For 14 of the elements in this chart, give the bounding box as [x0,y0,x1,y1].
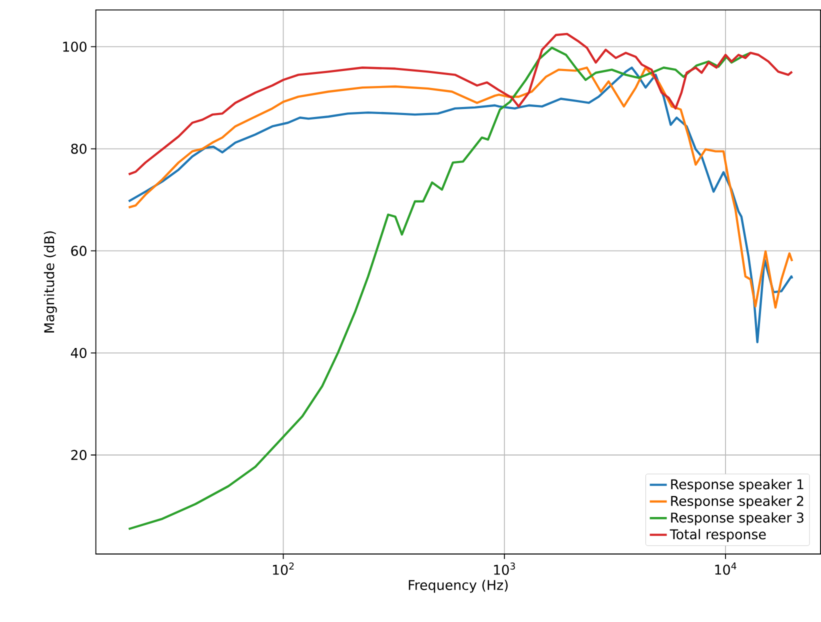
x-tick-label: 10$^{3}$ [494,562,515,575]
y-tick-label: 100 [63,42,86,52]
x-axis-title: Frequency (Hz) [408,580,508,593]
legend-label: Response speaker 1 [671,479,804,492]
x-tick-label: 10$^{2}$ [272,562,294,575]
y-tick-label: 20 [71,450,86,460]
x-tick-label: 10$^{4}$ [715,562,736,575]
y-tick-label: 60 [71,246,86,256]
legend-label: Total response [670,529,766,542]
y-tick-label: 80 [71,144,86,154]
y-tick-label: 40 [70,348,86,358]
legend-label: Response speaker 3 [671,512,804,526]
legend-label: Response speaker 2 [671,496,804,509]
y-axis-title: Magnitude (dB) [44,231,57,333]
